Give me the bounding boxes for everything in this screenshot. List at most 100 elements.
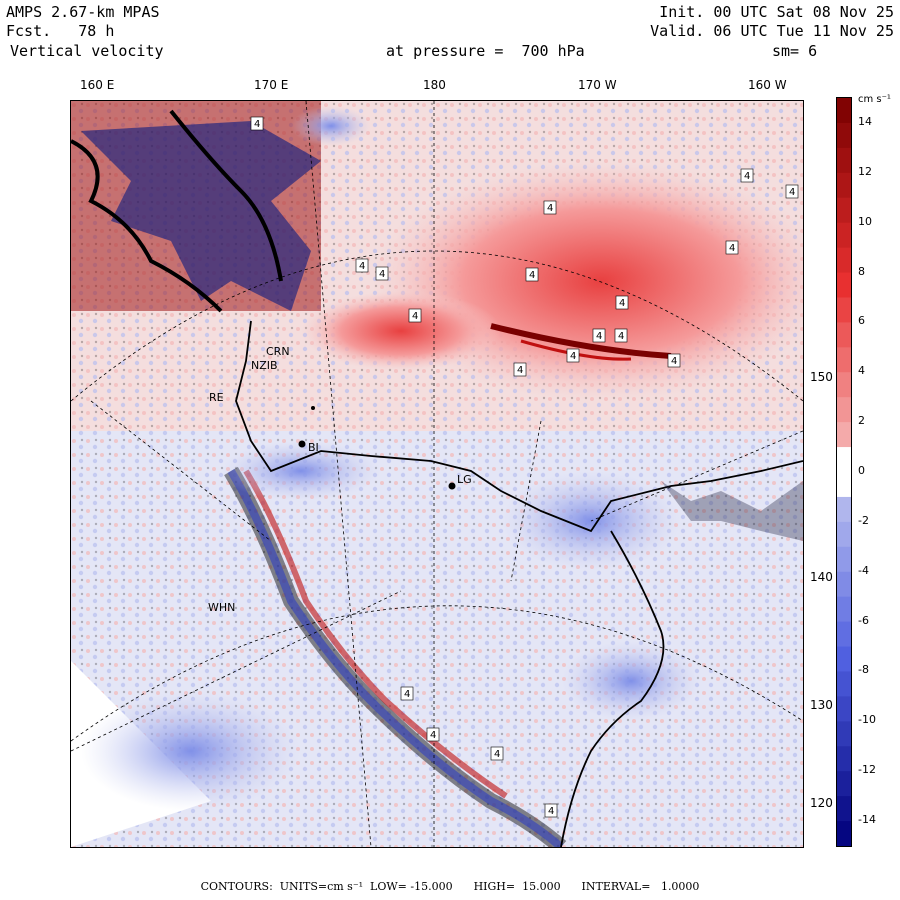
station-dot-small: [311, 406, 315, 410]
descent-region-central: [221, 441, 381, 501]
graticule: [71, 101, 803, 847]
colorbar-bin: [837, 721, 851, 747]
svg-text:4: 4: [529, 270, 535, 281]
marie-byrd-coast: [661, 481, 803, 541]
model-title: AMPS 2.67-km MPAS: [6, 3, 160, 21]
colorbar-bin: [837, 347, 851, 373]
colorbar-label: -12: [858, 763, 876, 777]
colorbar-bin: [837, 571, 851, 598]
svg-text:4: 4: [359, 261, 365, 272]
lon-tick-160e: 160 E: [80, 78, 115, 92]
colorbar-label: 12: [858, 164, 872, 178]
colorbar-bin: [837, 122, 851, 149]
colorbar-bin: [837, 496, 851, 523]
colorbar-svg: [837, 98, 851, 847]
contour-labels: 4 4 4 4 4 4 4 4 4 4 4 4 4 4 4 4 4 4 4: [250, 116, 799, 818]
station-whn: WHN: [208, 601, 235, 614]
svg-text:4: 4: [254, 119, 260, 130]
descent-region-se: [561, 641, 701, 721]
svg-text:4: 4: [379, 269, 385, 280]
ascent-band-central: [301, 291, 501, 371]
colorbar-bin: [837, 746, 851, 772]
svg-text:4: 4: [404, 689, 410, 700]
mountain-ridge-ascent: [243, 469, 508, 799]
descent-region-n: [291, 106, 371, 146]
colorbar-label: -6: [858, 613, 869, 627]
colorbar-bin: [837, 796, 851, 822]
station-lg-marker: [448, 482, 456, 490]
colorbar-label: -8: [858, 663, 869, 677]
coastline: [235, 320, 803, 533]
station-labels: CRN NZIB RE BI LG WHN: [208, 345, 472, 614]
mountain-contours-b: [169, 109, 283, 282]
colorbar-bin: [837, 272, 851, 298]
colorbar-label: 0: [858, 464, 865, 477]
colorbar-bin: [837, 596, 851, 623]
station-nzib: NZIB: [251, 359, 278, 372]
colorbar-bin: [837, 222, 851, 249]
svg-text:4: 4: [494, 749, 500, 760]
lon-tick-160w: 160 W: [748, 78, 787, 92]
colorbar-bin: [837, 447, 851, 473]
grounding-line: [560, 530, 665, 847]
vertical-velocity-map: 4 4 4 4 4 4 4 4 4 4 4 4 4 4 4 4 4 4 4 CR…: [70, 100, 804, 848]
colorbar-bin: [837, 521, 851, 548]
colorbar-bin: [837, 397, 851, 423]
svg-text:4: 4: [618, 331, 624, 342]
svg-text:4: 4: [619, 298, 625, 309]
mountain-contours-a: [71, 139, 223, 313]
init-time: Init. 00 UTC Sat 08 Nov 25: [659, 3, 894, 21]
colorbar-bin: [837, 147, 851, 174]
svg-text:4: 4: [517, 365, 523, 376]
colorbar-bin: [837, 297, 851, 323]
descent-region-sw: [81, 691, 301, 811]
colorbar: [836, 97, 852, 847]
colorbar-bin: [837, 646, 851, 672]
colorbar-bin: [837, 372, 851, 398]
colorbar-bin: [837, 172, 851, 199]
colorbar-bin: [837, 422, 851, 448]
svg-text:4: 4: [789, 187, 795, 198]
station-lg: LG: [457, 473, 472, 486]
colorbar-label: 4: [858, 364, 865, 378]
colorbar-label: 2: [858, 414, 865, 428]
smoothing: sm= 6: [772, 42, 818, 60]
colorbar-units: cm s⁻¹: [858, 94, 891, 105]
colorbar-bin: [837, 197, 851, 224]
map-svg: 4 4 4 4 4 4 4 4 4 4 4 4 4 4 4 4 4 4 4 CR…: [71, 101, 803, 847]
mountain-ridge-descent: [227, 468, 564, 847]
ascent-ridge-line: [490, 323, 672, 359]
colorbar-label: -2: [858, 513, 869, 527]
contour-info: CONTOURS: UNITS=cm s⁻¹ LOW= -15.000 HIGH…: [200, 880, 700, 893]
colorbar-label: -14: [858, 813, 876, 827]
colorbar-bin: [837, 98, 851, 124]
colorbar-label: 14: [858, 114, 872, 128]
colorbar-label: -4: [858, 563, 869, 577]
colorbar-bin: [837, 546, 851, 573]
svg-text:4: 4: [547, 203, 553, 214]
lon-tick-170e: 170 E: [254, 78, 289, 92]
ascent-ridge-inner: [520, 339, 632, 361]
colorbar-label: -10: [858, 713, 876, 727]
pressure-level: at pressure = 700 hPa: [386, 42, 585, 60]
colorbar-bin: [837, 696, 851, 722]
svg-text:4: 4: [430, 730, 436, 741]
colorbar-bin: [837, 247, 851, 274]
valid-time: Valid. 06 UTC Tue 11 Nov 25: [650, 22, 894, 40]
colorbar-bin: [837, 771, 851, 797]
svg-text:4: 4: [729, 243, 735, 254]
colorbar-label: 6: [858, 314, 865, 328]
lon-tick-170w: 170 W: [578, 78, 617, 92]
colorbar-bin: [837, 472, 851, 498]
svg-text:4: 4: [570, 351, 576, 362]
svg-text:4: 4: [412, 311, 418, 322]
mountain-zone-descent: [81, 121, 321, 311]
station-bi-marker: [298, 440, 306, 448]
svg-text:4: 4: [671, 356, 677, 367]
colorbar-label: 10: [858, 214, 872, 228]
field-name: Vertical velocity: [10, 42, 164, 60]
svg-text:4: 4: [548, 806, 554, 817]
colorbar-bin: [837, 322, 851, 348]
station-re: RE: [209, 391, 224, 404]
station-bi: BI: [308, 441, 319, 454]
